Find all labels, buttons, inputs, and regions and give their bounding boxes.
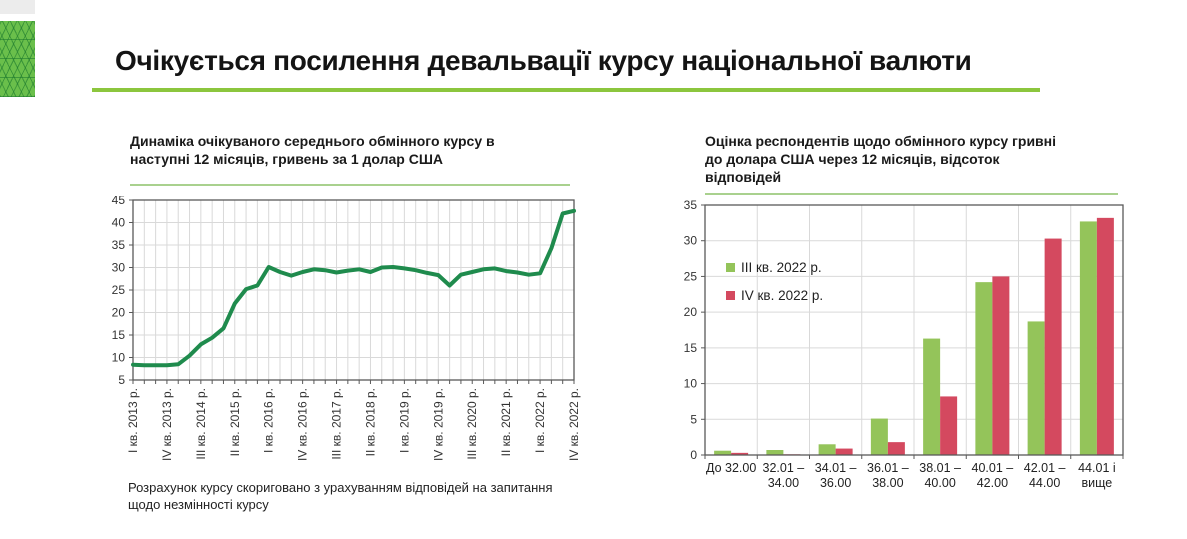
nbu-logo-pattern [0,21,35,97]
svg-text:25: 25 [684,269,698,283]
legend-label-q4-2022: IV кв. 2022 р. [741,287,824,303]
svg-text:IV кв. 2016 р.: IV кв. 2016 р. [296,388,310,461]
svg-text:IV кв. 2019 р.: IV кв. 2019 р. [431,388,445,461]
svg-text:До 32.00: До 32.00 [706,461,756,475]
legend-item-q3-2022: ІІІ кв. 2022 р. [726,253,823,281]
bar-chart-title-underline [705,193,1118,195]
svg-text:42.01 –44.00: 42.01 –44.00 [1024,461,1066,490]
legend-swatch-red [726,290,735,300]
title-accent-rule [92,88,1040,92]
legend-item-q4-2022: IV кв. 2022 р. [726,281,823,309]
svg-text:10: 10 [112,351,126,365]
exchange-rate-distribution-bar-chart: 0 5 10 15 20 25 30 35 До 32.00 32.01 –34.00 34.01 … [684,199,1124,490]
svg-text:І кв. 2019 р.: І кв. 2019 р. [397,388,411,453]
page-corner-strip [0,0,35,14]
svg-text:І кв. 2013 р.: І кв. 2013 р. [126,388,140,453]
svg-text:5: 5 [118,373,125,387]
svg-text:38.01 –40.00: 38.01 –40.00 [919,461,961,490]
svg-text:ІІ кв. 2018 р.: ІІ кв. 2018 р. [363,388,377,456]
svg-text:ІІ кв. 2021 р.: ІІ кв. 2021 р. [499,388,513,456]
svg-text:35: 35 [684,199,698,212]
legend-label-q3-2022: ІІІ кв. 2022 р. [741,259,822,275]
legend-swatch-green [726,262,735,272]
svg-text:35: 35 [112,238,126,252]
svg-text:10: 10 [684,377,698,391]
svg-text:І кв. 2016 р.: І кв. 2016 р. [262,388,276,453]
svg-text:5: 5 [690,412,697,426]
svg-text:45: 45 [112,196,126,207]
bar-chart-title: Оцінка респондентів щодо обмінного курсу… [705,133,1056,185]
svg-text:36.01 –38.00: 36.01 –38.00 [867,461,909,490]
expected-exchange-rate-line-chart: 5 10 15 20 25 30 35 40 45 І кв. 2013 р. IV кв. 201… [112,196,581,461]
svg-text:ІІІ кв. 2017 р.: ІІІ кв. 2017 р. [330,388,344,460]
svg-text:І кв. 2022 р.: І кв. 2022 р. [533,388,547,453]
svg-text:40: 40 [112,216,126,230]
svg-text:20: 20 [684,305,698,319]
svg-text:ІІ кв. 2015 р.: ІІ кв. 2015 р. [228,388,242,456]
line-chart-title: Динаміка очікуваного середнього обмінног… [130,133,495,167]
svg-text:15: 15 [112,328,126,342]
svg-text:ІІІ кв. 2020 р.: ІІІ кв. 2020 р. [465,388,479,460]
svg-text:15: 15 [684,341,698,355]
svg-text:ІІІ кв. 2014 р.: ІІІ кв. 2014 р. [194,388,208,460]
line-chart-footnote: Розрахунок курсу скориговано з урахуванн… [128,480,553,512]
slide-title: Очікується посилення девальвації курсу н… [115,45,972,76]
svg-text:IV кв. 2013 р.: IV кв. 2013 р. [160,388,174,461]
svg-text:0: 0 [690,448,697,462]
svg-text:25: 25 [112,283,126,297]
line-chart-title-underline [130,184,570,186]
bar-chart-legend: ІІІ кв. 2022 р. IV кв. 2022 р. [726,253,823,309]
svg-text:20: 20 [112,306,126,320]
svg-text:40.01 –42.00: 40.01 –42.00 [972,461,1014,490]
svg-text:IV кв. 2022 р.: IV кв. 2022 р. [567,388,581,461]
svg-text:34.01 –36.00: 34.01 –36.00 [815,461,857,490]
svg-text:30: 30 [684,234,698,248]
svg-text:30: 30 [112,261,126,275]
svg-text:32.01 –34.00: 32.01 –34.00 [763,461,805,490]
